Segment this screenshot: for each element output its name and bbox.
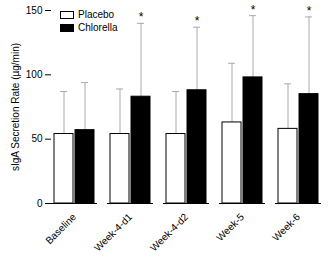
html-text:Chlorella: Chlorella [78,22,118,33]
svg-text:0: 0 [37,198,43,209]
svg-text:Week-4-d2: Week-4-d2 [148,211,191,254]
svg-text:*: * [195,14,200,28]
html-text:Placebo: Placebo [78,9,115,20]
svg-text:100: 100 [26,69,43,80]
svg-text:sIgA Secretion Rate (µg/min): sIgA Secretion Rate (µg/min) [10,43,21,171]
svg-text:*: * [139,10,144,24]
svg-text:150: 150 [26,5,43,16]
svg-text:Week-6: Week-6 [270,211,302,243]
svg-text:50: 50 [31,133,43,144]
svg-text:Week-5: Week-5 [214,211,246,243]
svg-text:*: * [251,3,256,17]
svg-text:Week-4-d1: Week-4-d1 [92,211,135,254]
svg-text:*: * [307,4,312,18]
svg-text:Baseline: Baseline [43,211,78,246]
